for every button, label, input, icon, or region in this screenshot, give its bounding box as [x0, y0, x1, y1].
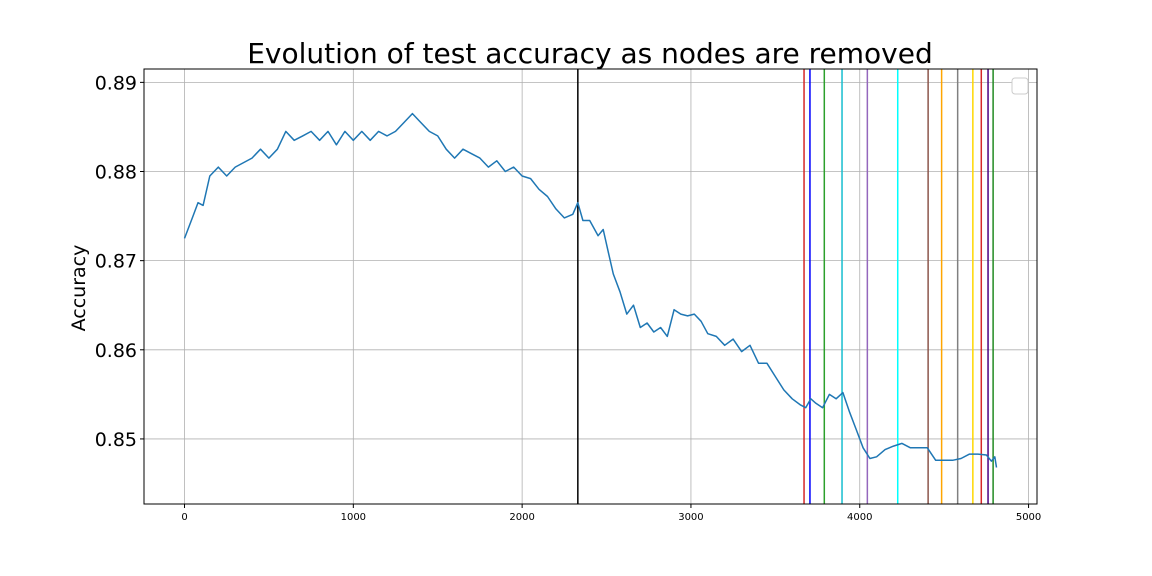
- y-tick-label: 0.86: [95, 340, 137, 362]
- accuracy-series-line: [183, 112, 998, 468]
- legend-box: [1011, 77, 1029, 95]
- x-tick-label: 2000: [509, 512, 534, 523]
- x-tick-label: 1000: [341, 512, 366, 523]
- y-tick-label: 0.85: [95, 429, 137, 451]
- y-tick-label: 0.87: [95, 251, 137, 273]
- y-tick-label: 0.88: [95, 162, 137, 184]
- axes-frame: [143, 68, 1038, 505]
- y-tick-label: 0.89: [95, 72, 137, 94]
- ticks: 0 1000 2000 3000 4000 5000 0.85 0.86 0.87 0.88 0.8…: [95, 72, 1042, 523]
- x-tick-label: 5000: [1016, 512, 1041, 523]
- chart-title: Evolution of test accuracy as nodes are …: [247, 37, 933, 70]
- series-layer: [183, 112, 998, 468]
- x-tick-label: 0: [181, 512, 187, 523]
- vertical-markers: [577, 69, 994, 504]
- y-axis-label: Accuracy: [68, 245, 90, 332]
- x-tick-label: 3000: [678, 512, 703, 523]
- x-tick-label: 4000: [847, 512, 872, 523]
- grid: [144, 69, 1037, 504]
